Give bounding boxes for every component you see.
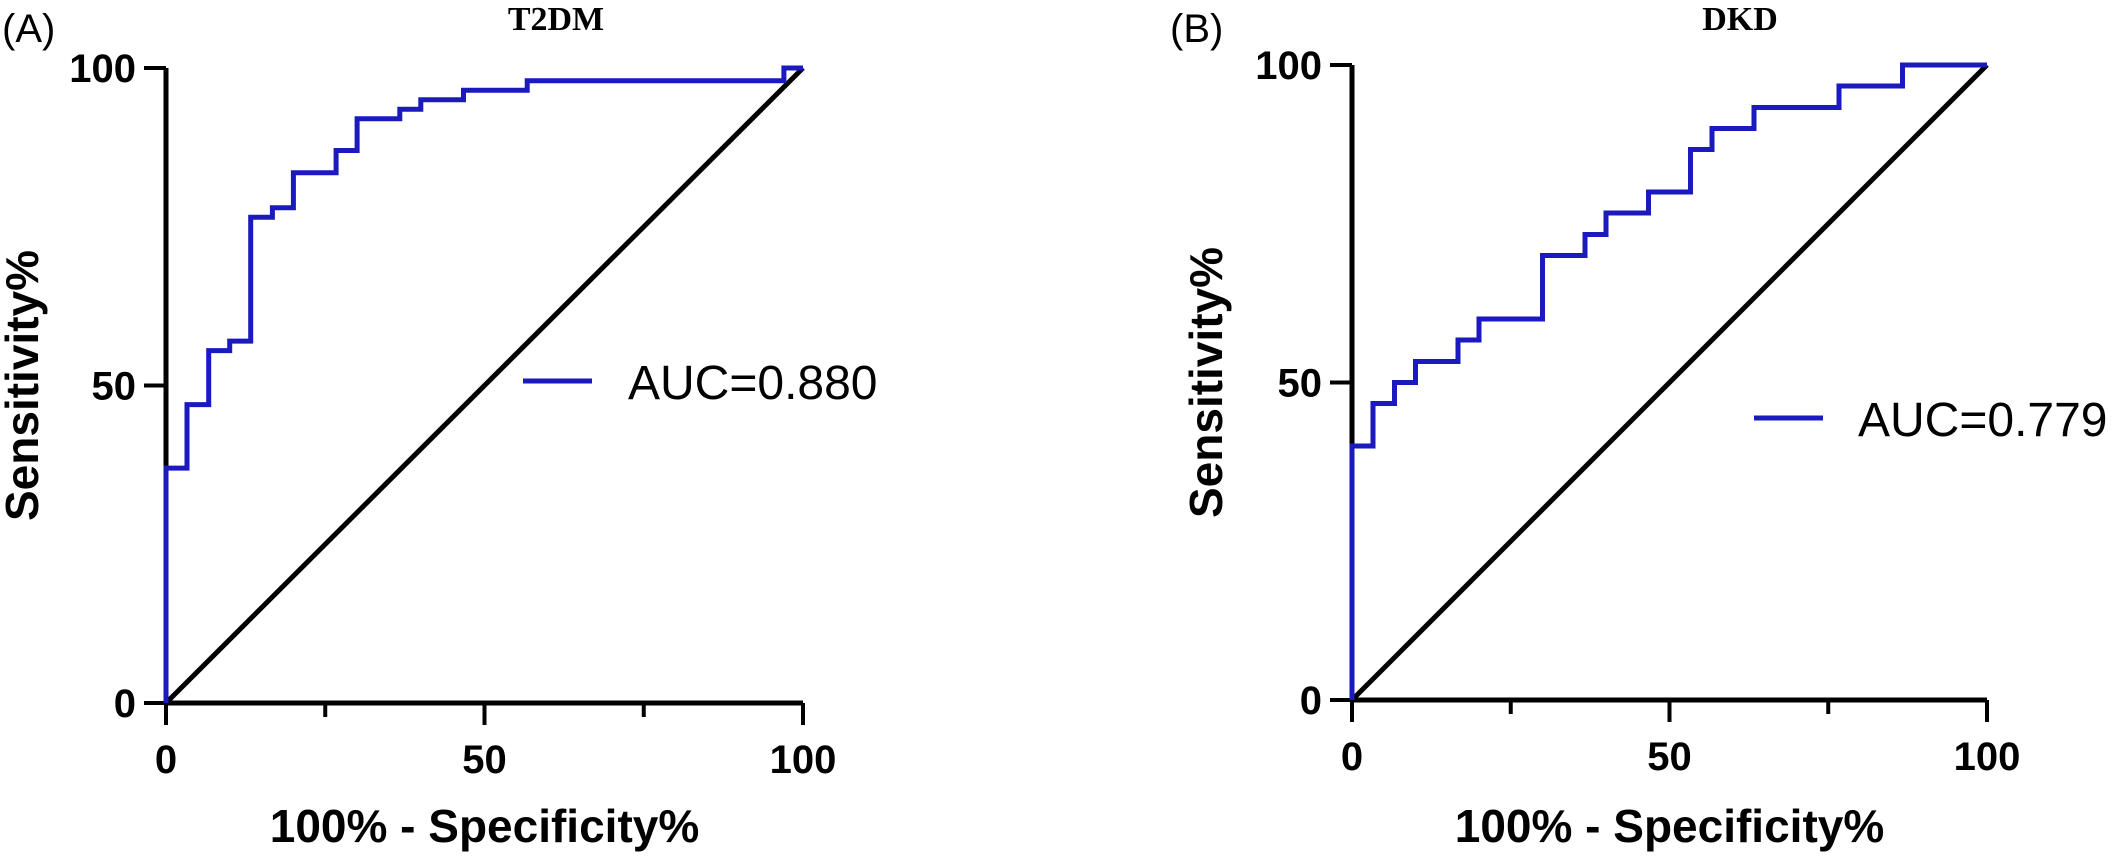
x-tick-label: 100	[770, 738, 837, 782]
roc-curve	[163, 65, 803, 703]
y-tick-label: 100	[69, 47, 136, 91]
x-tick-label: 50	[462, 738, 507, 782]
chart-title: T2DM	[508, 1, 604, 38]
legend-label: AUC=0.880	[628, 357, 878, 410]
x-tick-label: 50	[1647, 735, 1692, 779]
chart-panel-a: (A) T2DM 0 50 100 0 50 100 100% - Specificity% Se…	[0, 1, 878, 852]
y-tick-label: 100	[1255, 44, 1322, 88]
reference-diagonal	[1350, 63, 1989, 702]
roc-curve	[1349, 62, 1987, 700]
x-tick-label: 100	[1954, 735, 2021, 779]
y-axis-label: Sensitivity%	[0, 250, 48, 521]
y-tick-label: 0	[1300, 679, 1322, 723]
legend-label: AUC=0.779	[1858, 394, 2108, 447]
x-axis-label: 100% - Specificity%	[1455, 800, 1885, 852]
x-axis-label: 100% - Specificity%	[270, 800, 700, 852]
y-axis-label: Sensitivity%	[1180, 247, 1232, 518]
y-tick-label: 50	[92, 365, 137, 409]
chart-panel-b: (B) DKD 0 50 100 0 50 100 100% - Specificity% Sen…	[1170, 1, 2108, 852]
y-tick-label: 0	[114, 682, 136, 726]
panel-label: (A)	[2, 7, 55, 51]
y-tick-label: 50	[1278, 362, 1323, 406]
x-tick-label: 0	[1341, 735, 1363, 779]
x-tick-label: 0	[155, 738, 177, 782]
panel-label: (B)	[1170, 7, 1223, 51]
chart-title: DKD	[1702, 1, 1778, 38]
reference-diagonal	[164, 66, 805, 705]
